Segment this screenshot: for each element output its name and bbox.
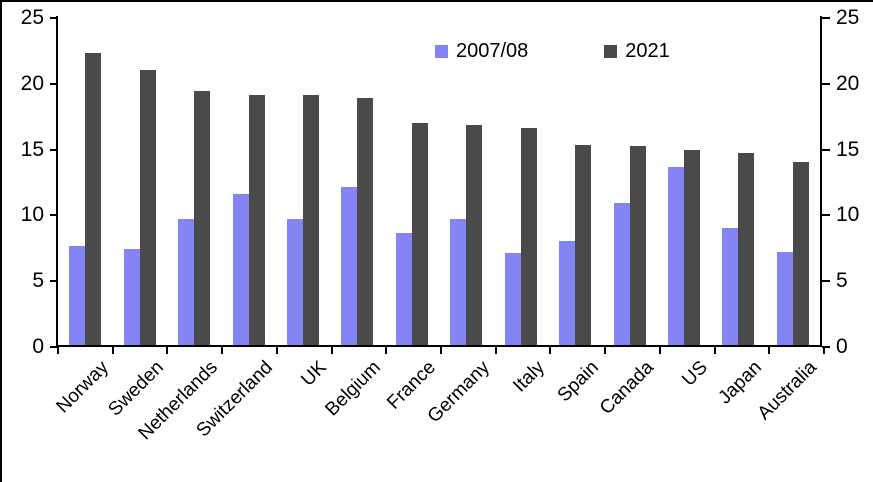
x-category-label-spain: Spain [553, 357, 603, 407]
x-tick-11 [659, 347, 661, 354]
legend-label: 2021 [625, 40, 670, 62]
y-tick-left-0 [50, 346, 58, 348]
x-category-label-belgium: Belgium [321, 357, 385, 421]
x-category-label-japan: Japan [714, 357, 766, 409]
y-axis-label-right-20: 20 [836, 72, 860, 95]
y-axis-label-right-15: 15 [836, 138, 860, 161]
bar-2021-canada [630, 146, 646, 345]
legend: 2007/08 2021 [435, 40, 670, 63]
x-tick-4 [276, 347, 278, 354]
legend-label: 2007/08 [456, 40, 529, 62]
bar-2021-belgium [357, 98, 373, 345]
bar-2007-08-france [396, 233, 412, 345]
bar-2021-australia [793, 162, 809, 345]
bar-2021-japan [738, 153, 754, 345]
bar-2007-08-canada [614, 203, 630, 345]
x-tick-14 [823, 347, 825, 354]
y-axis-label-left-25: 25 [20, 6, 44, 29]
legend-item-2007-08: 2007/08 [435, 40, 528, 63]
x-tick-10 [604, 347, 606, 354]
bar-2021-germany [466, 125, 482, 345]
bar-2021-france [412, 123, 428, 345]
x-tick-0 [57, 347, 59, 354]
bar-2007-08-switzerland [233, 194, 249, 345]
bar-2007-08-japan [722, 228, 738, 345]
x-category-label-australia: Australia [753, 357, 821, 425]
y-tick-right-25 [822, 17, 830, 19]
bar-2007-08-us [668, 167, 684, 345]
legend-item-2021: 2021 [604, 40, 670, 63]
bar-2007-08-australia [777, 252, 793, 345]
bar-2007-08-norway [69, 246, 85, 345]
bar-2007-08-sweden [124, 249, 140, 345]
bar-2021-netherlands [194, 91, 210, 345]
x-tick-9 [549, 347, 551, 354]
x-category-label-uk: UK [297, 357, 331, 391]
x-tick-1 [112, 347, 114, 354]
y-axis-label-left-15: 15 [20, 138, 44, 161]
y-axis-label-left-10: 10 [20, 203, 44, 226]
x-category-label-us: US [678, 357, 712, 391]
y-tick-left-25 [50, 17, 58, 19]
x-tick-2 [166, 347, 168, 354]
bar-2007-08-netherlands [178, 219, 194, 345]
legend-swatch-icon [435, 45, 448, 58]
bar-2021-norway [85, 53, 101, 345]
y-tick-left-15 [50, 149, 58, 151]
x-category-label-canada: Canada [595, 357, 658, 419]
y-axis-label-right-10: 10 [836, 203, 860, 226]
y-tick-left-5 [50, 280, 58, 282]
x-category-label-italy: Italy [509, 357, 549, 397]
plot-area [56, 16, 822, 347]
x-tick-7 [440, 347, 442, 354]
bar-2007-08-belgium [341, 187, 357, 345]
legend-swatch-icon [604, 45, 618, 58]
y-tick-right-10 [822, 214, 830, 216]
bar-2021-sweden [140, 70, 156, 345]
y-tick-left-10 [50, 214, 58, 216]
y-tick-right-15 [822, 149, 830, 151]
bar-2007-08-germany [450, 219, 466, 345]
y-axis-label-right-25: 25 [836, 6, 860, 29]
y-axis-label-left-5: 5 [32, 269, 44, 292]
bar-2021-spain [575, 145, 591, 345]
y-axis-label-right-0: 0 [836, 335, 848, 358]
bar-2021-italy [521, 128, 537, 345]
bar-2021-switzerland [249, 95, 265, 345]
x-tick-8 [495, 347, 497, 354]
x-tick-3 [221, 347, 223, 354]
y-axis-label-left-20: 20 [20, 72, 44, 95]
bar-2007-08-spain [559, 241, 575, 345]
y-tick-right-20 [822, 83, 830, 85]
x-tick-5 [331, 347, 333, 354]
y-tick-left-20 [50, 83, 58, 85]
bar-2021-us [684, 150, 700, 345]
x-category-label-norway: Norway [52, 357, 113, 418]
x-tick-6 [385, 347, 387, 354]
y-tick-right-0 [822, 346, 830, 348]
y-axis-label-left-0: 0 [32, 335, 44, 358]
y-tick-right-5 [822, 280, 830, 282]
bar-2021-uk [303, 95, 319, 345]
y-axis-label-right-5: 5 [836, 269, 848, 292]
bar-2007-08-italy [505, 253, 521, 345]
x-tick-12 [714, 347, 716, 354]
x-tick-13 [768, 347, 770, 354]
bar-2007-08-uk [287, 219, 303, 345]
